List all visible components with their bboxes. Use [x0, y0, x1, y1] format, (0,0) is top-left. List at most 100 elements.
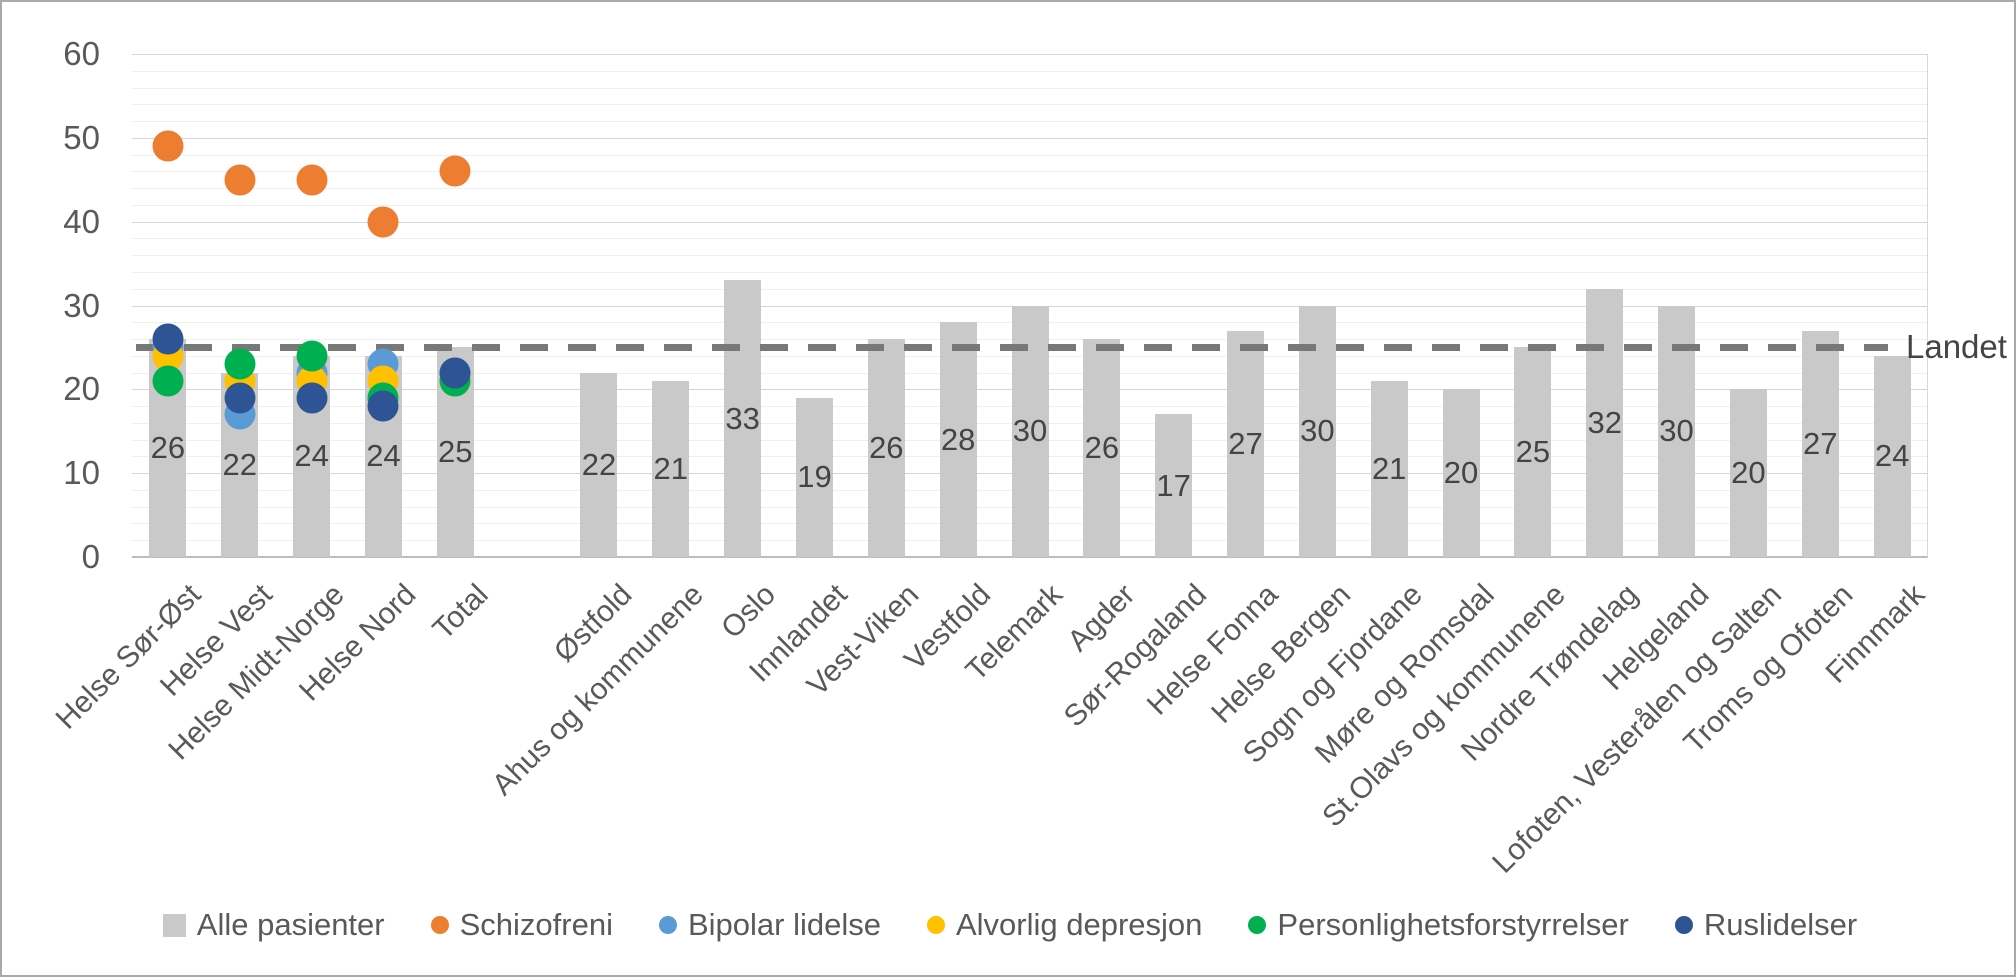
legend-label: Schizofreni	[459, 907, 613, 942]
gridline-minor	[132, 188, 1928, 190]
bar	[1514, 347, 1552, 557]
bar	[1586, 288, 1624, 557]
bar	[1227, 330, 1265, 557]
bar	[1442, 389, 1480, 557]
y-tick-label: 0	[81, 538, 100, 575]
bar-value-label: 22	[581, 446, 617, 482]
legend-square-marker	[162, 913, 186, 937]
scatter-dot-personlighetsforstyrrelser	[224, 348, 256, 380]
scatter-dot-schizofreni	[152, 130, 184, 162]
bar-value-label: 25	[1515, 434, 1551, 470]
reference-line-label: Landet	[1906, 328, 2007, 366]
legend-label: Personlighetsforstyrrelser	[1277, 907, 1629, 942]
gridline-minor	[132, 204, 1928, 206]
legend-label: Bipolar lidelse	[687, 907, 881, 942]
x-category-label: Total	[426, 578, 495, 647]
scatter-dot-personlighetsforstyrrelser	[296, 340, 328, 372]
legend-item: Ruslidelser	[1674, 907, 1858, 943]
scatter-dot-ruslidelser	[296, 382, 328, 414]
bar	[1155, 414, 1193, 557]
legend-dot-marker	[430, 916, 449, 934]
bar-value-label: 21	[653, 450, 689, 486]
legend-label: Ruslidelser	[1703, 907, 1858, 942]
bar-value-label: 21	[1371, 450, 1407, 486]
x-axis-category-labels: Helse Sør-Øst Helse Vest Helse Midt-Norge H…	[50, 558, 1932, 888]
gridline-minor	[132, 70, 1928, 72]
gridline-minor	[132, 104, 1928, 106]
scatter-dot-personlighetsforstyrrelser	[152, 365, 184, 397]
bar	[652, 380, 690, 557]
gridline-minor	[132, 238, 1928, 240]
bar-value-label: 30	[1300, 413, 1335, 449]
scatter-dot-schizofreni	[296, 164, 328, 196]
bar	[580, 372, 618, 557]
bar-value-label: 19	[797, 459, 832, 495]
scatter-dot-schizofreni	[367, 206, 399, 238]
bar-value-label: 28	[940, 421, 976, 457]
bar-value-label: 20	[1731, 455, 1766, 491]
legend-label: Alle pasienter	[196, 907, 385, 942]
gridline-major	[132, 54, 1928, 55]
y-tick-label: 40	[63, 202, 100, 240]
scatter-dot-ruslidelser	[439, 357, 471, 389]
scatter-dot-ruslidelser	[367, 390, 399, 422]
bar-value-label: 17	[1156, 467, 1191, 503]
bar-value-label: 26	[1084, 430, 1120, 466]
plot-area: 26 22 24 24 25 22 21 33 19 26 28 30 26 17 27 30 21 20 25 32…	[132, 54, 2007, 558]
y-tick-label: 30	[63, 286, 100, 324]
legend-dot-marker	[658, 916, 677, 934]
legend-item: Alvorlig depresjon	[926, 907, 1203, 943]
legend-dot-marker	[926, 916, 945, 934]
bar	[867, 339, 905, 557]
gridline-minor	[132, 271, 1928, 273]
y-tick-label: 60	[63, 35, 100, 72]
bar-value-label: 27	[1228, 425, 1263, 461]
bar	[1873, 355, 1911, 557]
legend-dot-marker	[1674, 916, 1693, 934]
legend-item: Schizofreni	[430, 907, 613, 943]
gridline-minor	[132, 288, 1928, 290]
bar-value-label: 27	[1802, 425, 1838, 461]
legend-dot-marker	[1248, 916, 1267, 934]
plot-right-border	[1927, 54, 1928, 557]
bar-value-label: 30	[1012, 413, 1048, 449]
bar-value-label: 32	[1587, 404, 1622, 440]
legend-label: Alvorlig depresjon	[955, 907, 1203, 942]
bar-value-label: 30	[1659, 413, 1694, 449]
legend-item: Alle pasienter	[162, 907, 385, 943]
bar-value-label: 33	[725, 400, 760, 436]
bar	[1801, 330, 1839, 557]
bar-value-label: 24	[1874, 438, 1910, 474]
y-tick-label: 20	[63, 370, 100, 408]
gridline-minor	[132, 154, 1928, 156]
gridline-minor	[132, 87, 1928, 89]
y-tick-label: 10	[63, 454, 100, 492]
gridline-major	[132, 221, 1928, 223]
bar-value-label: 20	[1443, 455, 1479, 491]
scatter-dot-schizofreni	[224, 164, 256, 196]
y-axis-tick-labels: 0 10 20 30 40 50 60	[2, 35, 100, 575]
gridline-major	[132, 137, 1928, 139]
gridline-minor	[132, 121, 1928, 123]
scatter-dot-ruslidelser	[152, 323, 184, 355]
bar	[1370, 380, 1408, 557]
gridline-minor	[132, 255, 1928, 257]
bar-value-label: 22	[222, 446, 257, 482]
legend: Alle pasienter Schizofreni Bipolar lidelse…	[2, 895, 2014, 955]
bar	[1083, 339, 1121, 557]
bar-value-label: 26	[869, 430, 904, 466]
legend-item: Bipolar lidelse	[658, 907, 881, 943]
bar-value-label: 24	[294, 438, 329, 474]
gridline-minor	[132, 171, 1928, 173]
bar-value-label: 24	[366, 438, 401, 474]
bar-value-label: 25	[438, 434, 473, 470]
legend-item: Personlighetsforstyrrelser	[1248, 907, 1629, 943]
bar	[1729, 389, 1767, 557]
y-tick-label: 50	[63, 118, 100, 156]
x-axis-line	[132, 556, 1928, 558]
bar	[724, 280, 762, 557]
scatter-dot-ruslidelser	[224, 382, 256, 414]
scatter-dot-schizofreni	[439, 155, 471, 187]
bar	[795, 397, 833, 557]
